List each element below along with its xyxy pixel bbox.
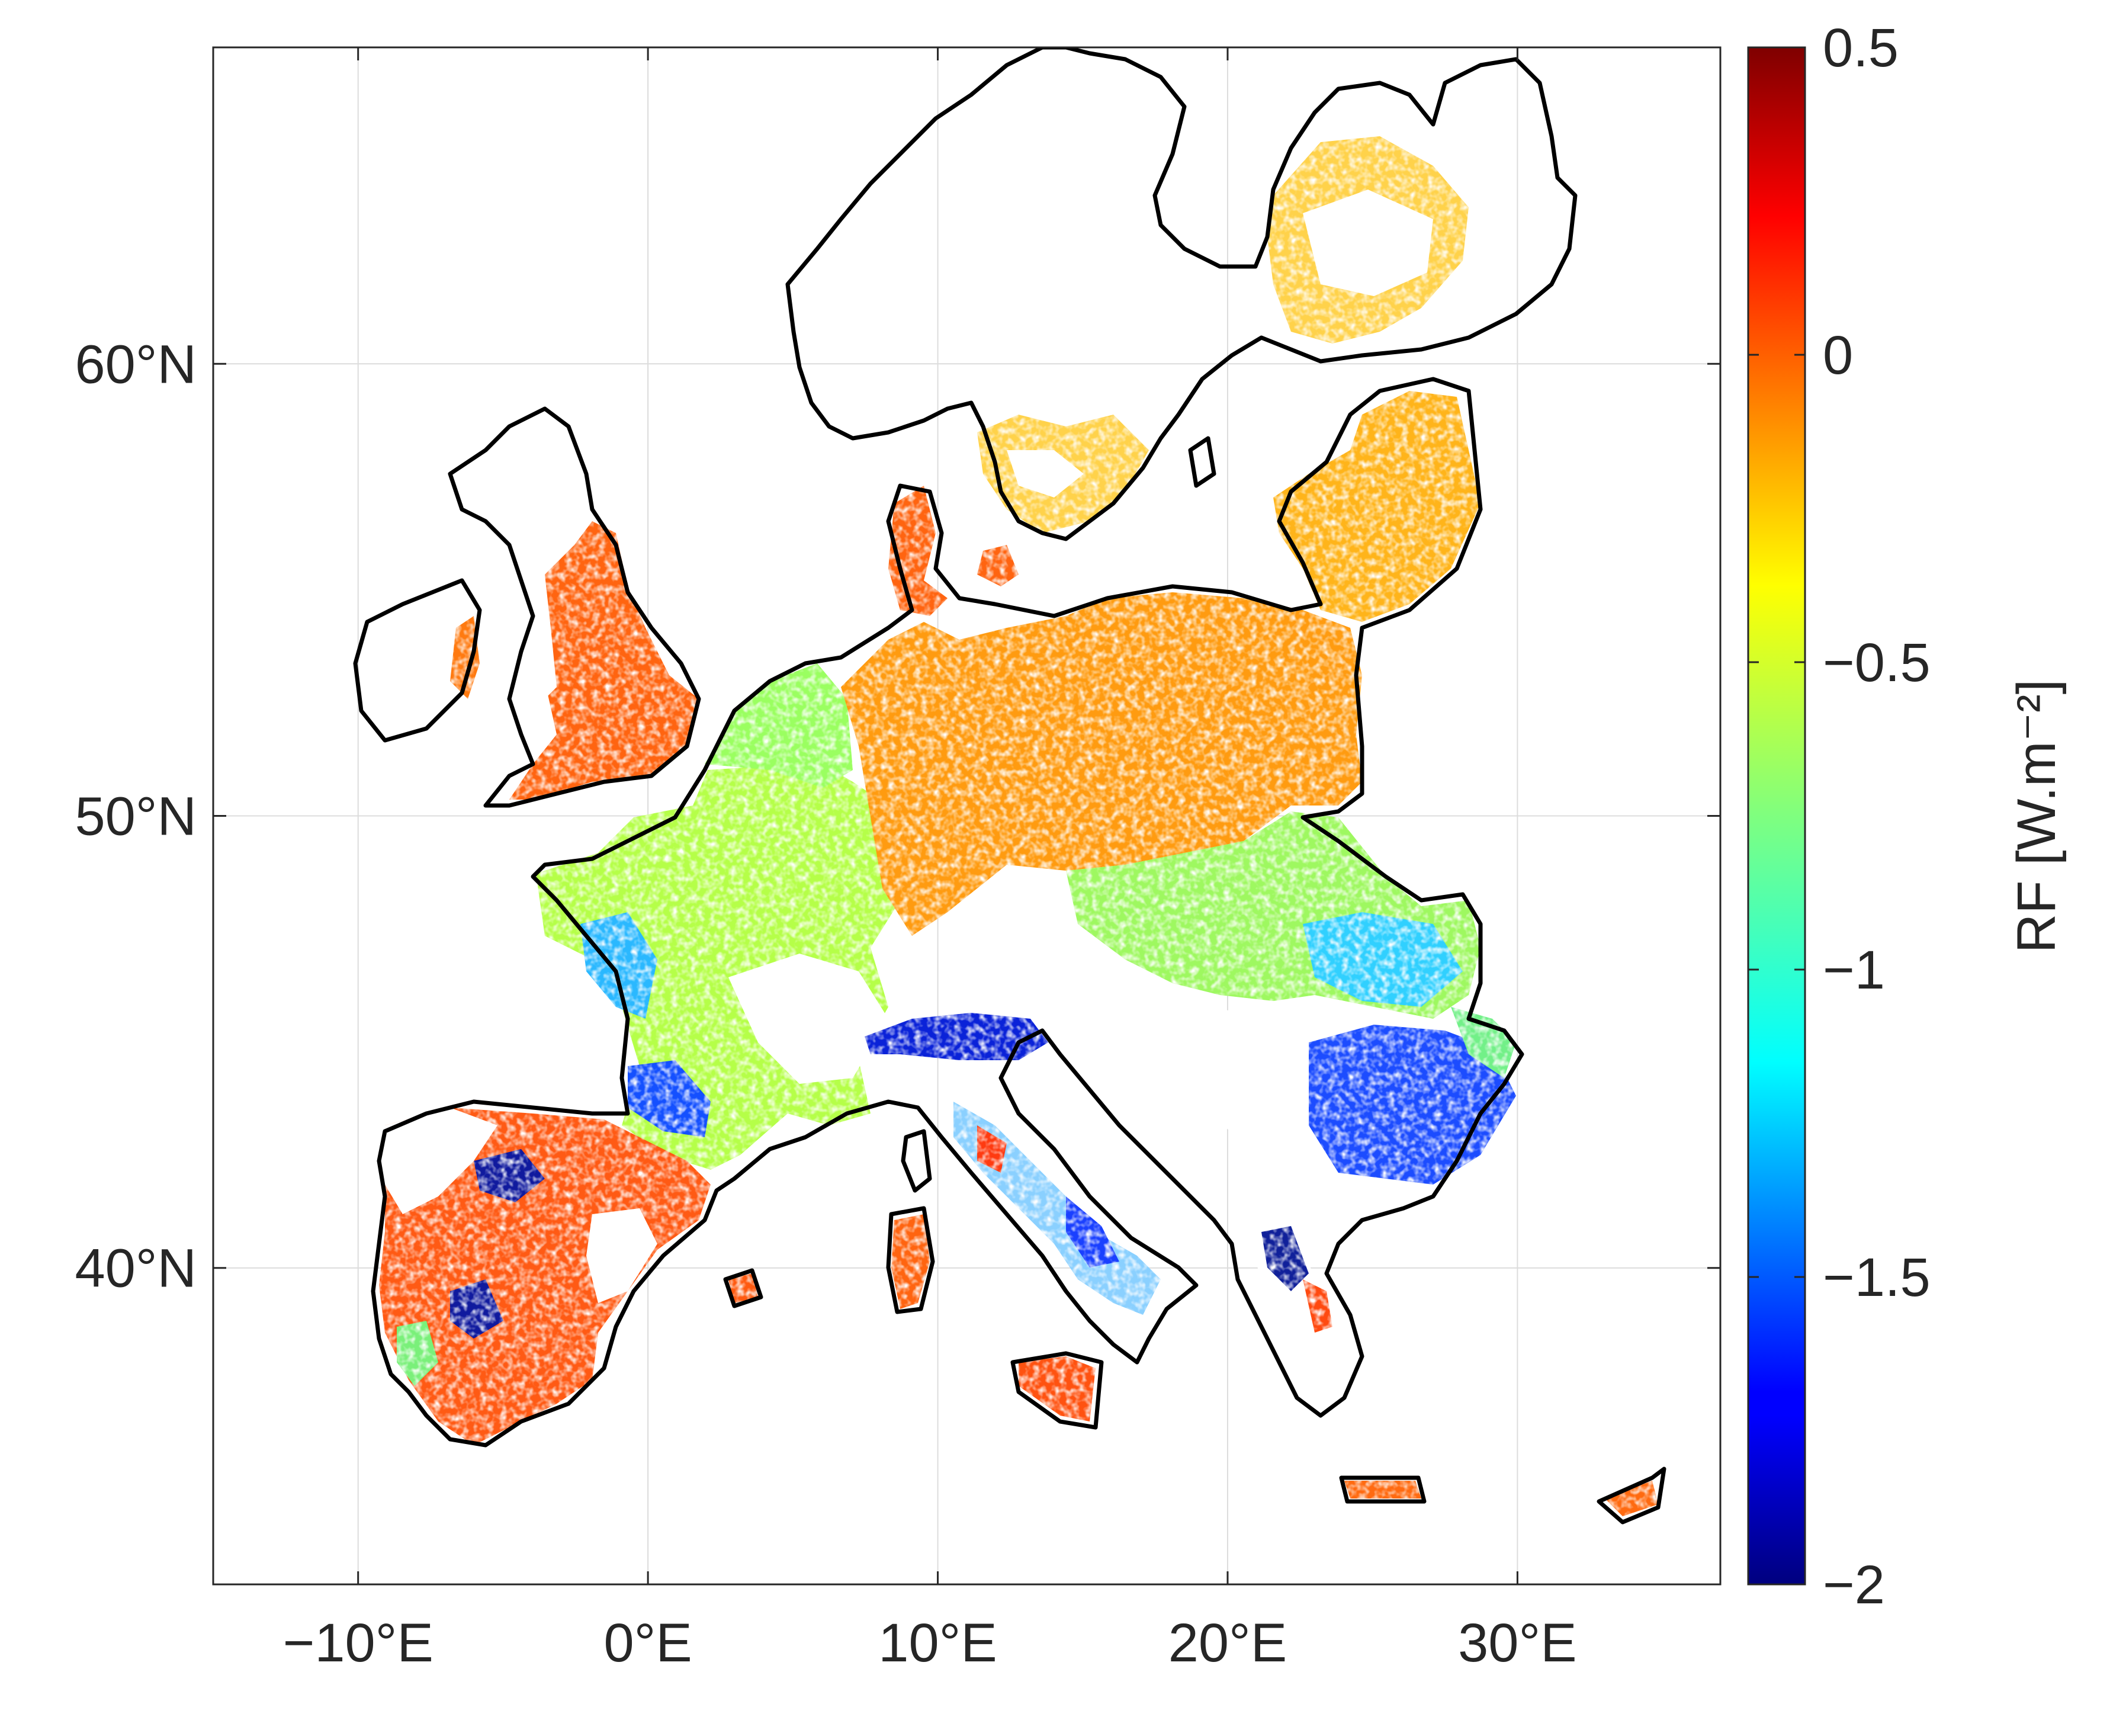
coastlines — [353, 47, 1666, 1525]
colorbar-tick-label: 0.5 — [1823, 18, 1899, 78]
rf-field — [379, 136, 1658, 1516]
colorbar-tick-label: −2 — [1823, 1555, 1885, 1615]
x-tick-label: 20°E — [1168, 1613, 1287, 1673]
colorbar-tick-label: −0.5 — [1823, 633, 1931, 693]
colorbar-tick-label: 0 — [1823, 325, 1853, 386]
colorbar-tick-label: −1.5 — [1823, 1247, 1931, 1308]
coast-crete — [1339, 1475, 1427, 1504]
y-tick-label: 50°N — [75, 787, 197, 847]
x-tick-label: −10°E — [283, 1613, 433, 1673]
colorbar-ticks: 0.5 0 −0.5 −1 −1.5 −2 — [1748, 18, 1931, 1615]
coast-great-britain — [448, 406, 701, 808]
coast-gotland — [1188, 436, 1216, 488]
coast-cyprus — [1597, 1467, 1666, 1525]
x-tick-label: 0°E — [603, 1613, 692, 1673]
coast-scandinavia — [785, 47, 1578, 541]
map-axes: −10°E 0°E 10°E 20°E 30°E 40°N 50°N 60°N — [75, 46, 1722, 1673]
colorbar: 0.5 0 −0.5 −1 −1.5 −2 RF [W.m⁻²] — [1747, 18, 2067, 1615]
colorbar-tick-label: −1 — [1823, 940, 1885, 1000]
coast-mainland — [371, 377, 1524, 1448]
colorbar-label: RF [W.m⁻²] — [2006, 679, 2067, 953]
x-tick-label: 10°E — [878, 1613, 997, 1673]
colorbar-gradient — [1747, 46, 1806, 1586]
coast-mallorca — [723, 1268, 763, 1308]
y-axis-ticks: 40°N 50°N 60°N — [75, 334, 1720, 1299]
coast-corsica — [901, 1129, 932, 1193]
x-tick-label: 30°E — [1458, 1613, 1577, 1673]
coast-sicily — [1010, 1351, 1104, 1430]
coast-ireland — [353, 578, 482, 743]
x-axis-ticks: −10°E 0°E 10°E 20°E 30°E — [283, 47, 1577, 1673]
y-tick-label: 60°N — [75, 334, 197, 394]
coast-sardinia — [886, 1206, 935, 1314]
y-tick-label: 40°N — [75, 1238, 197, 1299]
